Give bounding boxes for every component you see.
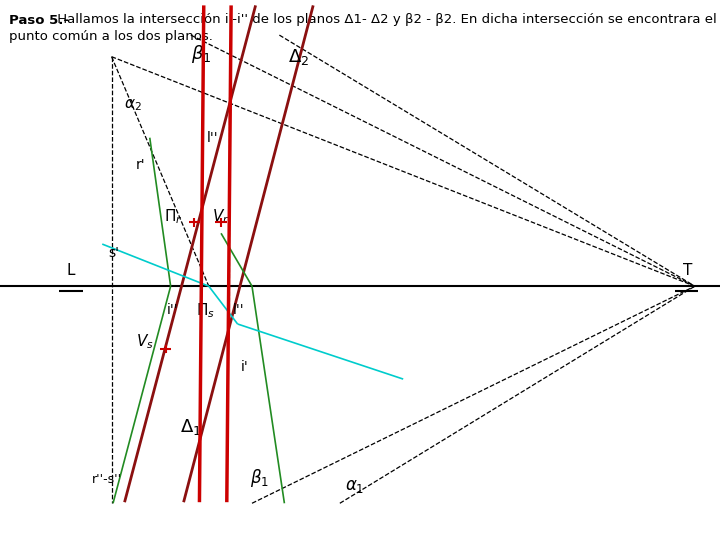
Text: $\Delta_1$: $\Delta_1$	[180, 416, 202, 437]
Text: l'': l''	[207, 131, 218, 145]
Text: $\Delta_2$: $\Delta_2$	[288, 46, 309, 67]
Text: r': r'	[135, 158, 145, 172]
Text: l'': l''	[233, 303, 244, 318]
Text: i': i'	[241, 360, 249, 374]
Text: $V_s$: $V_s$	[135, 333, 153, 351]
Text: $\Pi_r$: $\Pi_r$	[164, 208, 183, 226]
Text: $V_r$: $V_r$	[212, 208, 229, 226]
Text: $\beta_1$: $\beta_1$	[250, 467, 269, 489]
Text: $\beta_1$: $\beta_1$	[192, 43, 212, 65]
Text: punto común a los dos planos.: punto común a los dos planos.	[9, 30, 212, 43]
Text: s': s'	[108, 246, 120, 260]
Text: r''-s'': r''-s''	[91, 473, 122, 486]
Text: Paso 5.-: Paso 5.-	[9, 14, 68, 26]
Text: $\alpha_2$: $\alpha_2$	[125, 97, 142, 113]
Text: $\Pi_s$: $\Pi_s$	[196, 301, 215, 320]
Text: T: T	[683, 263, 693, 278]
Text: i'': i''	[167, 303, 179, 318]
Text: Hallamos la intersección i'-i'' de los planos Δ1- Δ2 y β2 - β2. En dicha interse: Hallamos la intersección i'-i'' de los p…	[53, 14, 717, 26]
Text: L: L	[66, 263, 75, 278]
Text: $\alpha_1$: $\alpha_1$	[345, 477, 364, 495]
